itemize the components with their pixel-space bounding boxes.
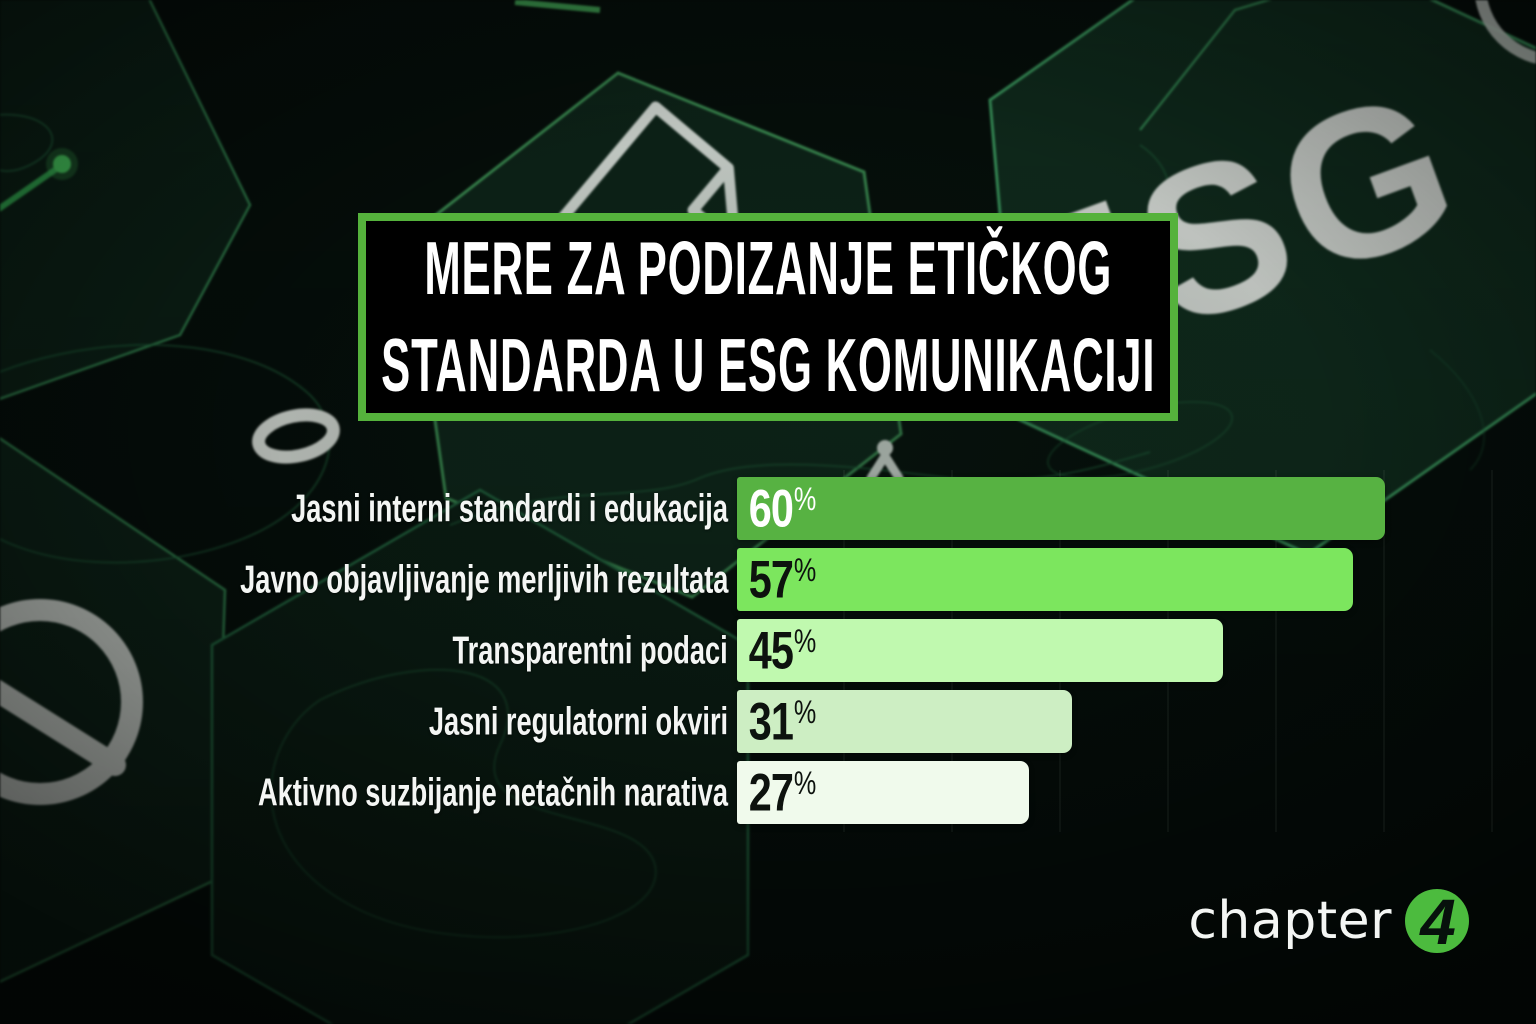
logo-circle <box>1405 889 1469 953</box>
title-line-2: STANDARDA U ESG KOMUNIKACIJI <box>380 322 1156 408</box>
bar-value-label: 57 % <box>737 548 817 609</box>
bar-row: Javno objavljivanje merljivih rezultata … <box>0 548 1385 611</box>
bar-row: Transparentni podaci 45 % <box>0 619 1385 682</box>
bar-value-unit: % <box>793 481 817 517</box>
bar-value-number: 57 <box>748 548 794 609</box>
bar-row: Jasni regulatorni okviri 31 % <box>0 690 1385 753</box>
title-line-1: MERE ZA PODIZANJE ETIČKOG <box>424 225 1112 311</box>
bar: 60 % <box>737 477 1385 540</box>
bar-value-unit: % <box>793 552 817 588</box>
page-title: MERE ZA PODIZANJE ETIČKOG STANDARDA U ES… <box>381 220 1155 414</box>
bar-value-label: 45 % <box>737 619 817 680</box>
bar-category-label: Aktivno suzbijanje netačnih narativa <box>257 769 728 814</box>
bar-category-cell: Jasni interni standardi i edukacija <box>0 486 737 530</box>
gridline <box>1491 470 1493 832</box>
bar-value-label: 60 % <box>737 477 817 538</box>
circuit-node-icon <box>53 155 71 173</box>
bar-value-number: 45 <box>748 619 794 680</box>
bar-category-cell: Aktivno suzbijanje netačnih narativa <box>0 770 737 814</box>
bar-category-cell: Jasni regulatorni okviri <box>0 699 737 743</box>
gridline <box>1383 470 1385 832</box>
bar: 45 % <box>737 619 1223 682</box>
bar-value-number: 60 <box>748 477 794 538</box>
title-box: MERE ZA PODIZANJE ETIČKOG STANDARDA U ES… <box>358 213 1178 421</box>
brand-logo-text: chapter <box>1188 891 1392 951</box>
bar-value-number: 31 <box>748 690 794 751</box>
bar-row: Jasni interni standardi i edukacija 60 % <box>0 477 1385 540</box>
bar-value-label: 31 % <box>737 690 817 751</box>
bar-category-cell: Javno objavljivanje merljivih rezultata <box>0 557 737 601</box>
bar-row: Aktivno suzbijanje netačnih narativa 27 … <box>0 761 1385 824</box>
brand-logo: chapter 4 <box>1188 888 1470 954</box>
brand-logo-mark: 4 <box>1405 888 1469 954</box>
bar-value-number: 27 <box>748 761 794 822</box>
bar: 31 % <box>737 690 1072 753</box>
bar-value-label: 27 % <box>737 761 817 822</box>
gridline <box>1275 470 1277 832</box>
bar-category-label: Javno objavljivanje merljivih rezultata <box>239 556 728 601</box>
bar-category-label: Jasni regulatorni okviri <box>428 698 728 743</box>
bar-category-cell: Transparentni podaci <box>0 628 737 672</box>
bar: 57 % <box>737 548 1353 611</box>
bar-category-label: Jasni interni standardi i edukacija <box>291 485 728 530</box>
bar-value-unit: % <box>793 623 817 659</box>
bar-chart: Jasni interni standardi i edukacija 60 %… <box>0 477 1385 824</box>
bar-category-label: Transparentni podaci <box>452 627 728 672</box>
logo-numeral: 4 <box>1418 888 1456 954</box>
bar: 27 % <box>737 761 1029 824</box>
bar-value-unit: % <box>793 765 817 801</box>
bar-value-unit: % <box>793 694 817 730</box>
